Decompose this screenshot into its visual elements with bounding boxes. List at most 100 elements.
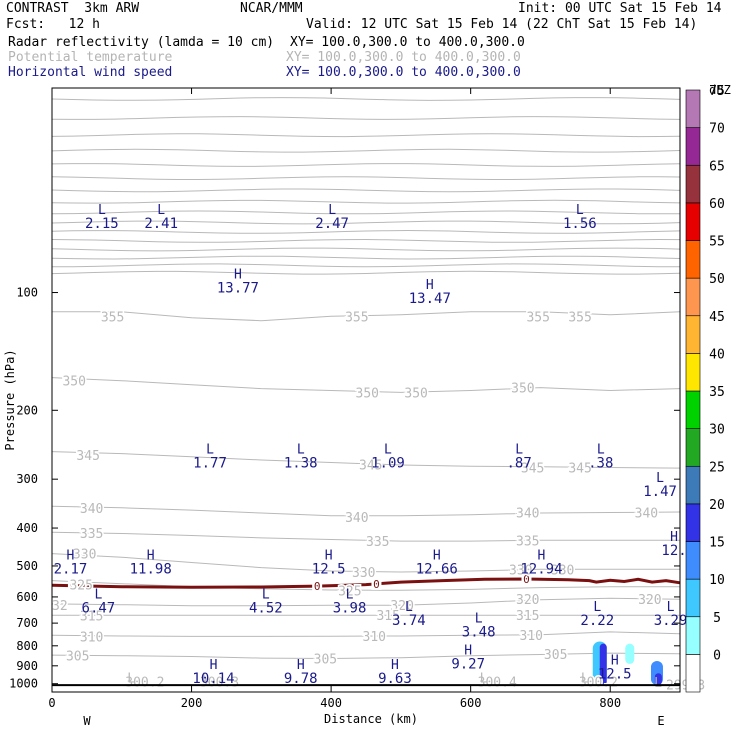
- wind-extremum-letter: L: [515, 443, 523, 458]
- x-tick-label: 600: [460, 696, 482, 710]
- wind-extremum-letter: H: [391, 658, 399, 673]
- colorbar-swatch: [685, 127, 701, 166]
- theta-label: 350: [404, 386, 427, 401]
- y-tick-label: 300: [16, 472, 38, 486]
- theta-contour-upper: [51, 176, 681, 180]
- wind-extremum-letter: H: [210, 658, 218, 673]
- org-label: NCAR/MMM: [240, 1, 303, 16]
- theta-label: 305: [66, 649, 89, 664]
- wind-extremum-value: 1.77: [193, 456, 227, 472]
- theta-label: 345: [76, 449, 99, 464]
- theta-label: 355: [526, 310, 549, 325]
- theta-label: 345: [521, 461, 544, 476]
- colorbar-label: 5: [713, 611, 721, 626]
- wind-extremum-value: 9.63: [378, 671, 412, 687]
- theta-contour: [51, 652, 681, 660]
- wind-extremum-letter: L: [597, 443, 605, 458]
- theta-label: 340: [516, 506, 539, 521]
- theta-extremum-letter: L: [202, 672, 210, 687]
- wind-extremum-letter: H: [325, 549, 333, 564]
- theta-contour-upper: [51, 210, 681, 215]
- colorbar-swatch: [685, 277, 701, 317]
- theta-contour: [52, 311, 681, 322]
- theta-contour: [51, 505, 681, 517]
- theta-contour: [51, 451, 681, 469]
- wind-extremum-value: 12.5: [598, 666, 632, 682]
- y-axis-title: Pressure (hPa): [3, 349, 17, 450]
- freezing-label-bg: [312, 580, 323, 593]
- colorbar-swatch: [685, 315, 701, 354]
- theta-label: 32: [52, 599, 68, 614]
- theta-label: 330: [509, 563, 532, 578]
- theta-label: 315: [80, 610, 103, 625]
- theta-contour-upper: [51, 188, 681, 193]
- wind-extremum-letter: H: [670, 530, 678, 545]
- theta-label: 330: [352, 566, 375, 581]
- wind-extremum-value: 1.56: [563, 216, 597, 232]
- wind-extremum-letter: H: [234, 267, 242, 282]
- wind-extremum-value: 11.98: [130, 562, 172, 578]
- wind-extremum-value: 1.09: [371, 456, 405, 472]
- colorbar-label: 70: [709, 122, 725, 137]
- wind-extremum-letter: H: [426, 278, 434, 293]
- y-tick-label: 100: [16, 286, 38, 300]
- wind-extremum-value: 2.41: [144, 216, 178, 232]
- wind-extremum-letter: H: [147, 549, 155, 564]
- theta-contour-upper: [51, 148, 681, 153]
- wind-extremum-letter: L: [576, 203, 584, 218]
- theta-label: 320: [390, 599, 413, 614]
- theta-contour-upper: [52, 263, 680, 268]
- freezing-label-bg: [371, 577, 382, 590]
- theta-contour-upper: [51, 229, 681, 234]
- wind-extremum-letter: L: [262, 587, 270, 602]
- wind-extremum-value: 1.38: [284, 456, 318, 472]
- wind-extremum-letter: L: [346, 587, 354, 602]
- wind-extremum-value: 3.48: [462, 625, 496, 641]
- colorbar-swatch: [685, 240, 701, 279]
- forecast-hour: Fcst: 12 h: [6, 17, 100, 32]
- theta-contour: [51, 531, 680, 542]
- colorbar-label: 40: [709, 347, 725, 362]
- field2-name: Potential temperature: [8, 50, 173, 65]
- wind-extremum-value: 13.77: [217, 280, 259, 296]
- theta-contour-upper: [51, 255, 681, 260]
- theta-label: 305: [314, 652, 337, 667]
- theta-label: 310: [80, 630, 103, 645]
- wind-extremum-value: .87: [506, 456, 531, 472]
- wind-extremum-letter: L: [98, 203, 106, 218]
- wind-extremum-value: 12.94: [520, 562, 562, 578]
- theta-label: 345: [568, 461, 591, 476]
- theta-contour-upper: [51, 238, 681, 243]
- wind-extremum-letter: L: [94, 587, 102, 602]
- wind-extremum-value: 3.29: [654, 613, 688, 629]
- theta-label: 310: [363, 630, 386, 645]
- wind-extremum-value: 9.78: [284, 671, 318, 687]
- x-tick-label: 800: [599, 696, 621, 710]
- wind-extremum-letter: H: [464, 643, 472, 658]
- freezing-label-bg: [67, 579, 78, 592]
- model-title: CONTRAST 3km ARW: [6, 1, 140, 16]
- wind-extremum-value: 2.47: [315, 216, 349, 232]
- wind-extremum-value: .38: [588, 456, 613, 472]
- field3-xy: XY= 100.0,300.0 to 400.0,300.0: [286, 65, 521, 80]
- theta-contour: [51, 597, 681, 607]
- wind-extremum-value: 10.14: [192, 671, 234, 687]
- theta-label: 300.2: [579, 675, 618, 690]
- wind-extremum-value: 3.74: [392, 613, 426, 629]
- field1-xy: XY= 100.0,300.0 to 400.0,300.0: [290, 35, 525, 50]
- wind-extremum-letter: L: [475, 612, 483, 627]
- freezing-level-label: 0: [70, 580, 77, 593]
- colorbar-label: 75: [709, 84, 725, 99]
- theta-extremum-letter: L: [127, 672, 135, 687]
- y-tick-label: 600: [16, 590, 38, 604]
- theta-label: 300.3: [200, 675, 239, 690]
- wind-extremum-value: 2.15: [85, 216, 119, 232]
- wind-extremum-value: 12.66: [416, 562, 458, 578]
- theta-contour-upper: [51, 133, 681, 138]
- wind-extremum-letter: L: [157, 203, 165, 218]
- y-tick-label: 400: [16, 521, 38, 535]
- theta-label: 335: [366, 535, 389, 550]
- theta-label: 325: [69, 578, 92, 593]
- theta-label: 350: [356, 386, 379, 401]
